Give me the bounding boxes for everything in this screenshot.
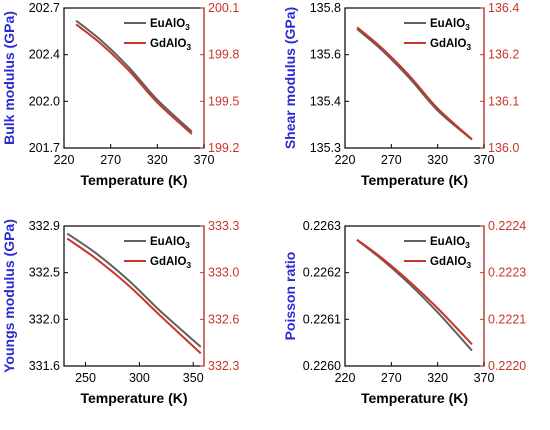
x-axis-label: Temperature (K) bbox=[80, 390, 187, 406]
y-tick-label-right: 136.0 bbox=[488, 141, 519, 155]
y-tick-label-left: 135.6 bbox=[310, 48, 341, 62]
x-tick-label: 320 bbox=[427, 371, 448, 385]
legend-label: EuAlO3 bbox=[430, 236, 470, 250]
y-axis-label: Poisson ratio bbox=[282, 252, 298, 341]
chart-panel-1: 220 270 320 370 201.7 202.0 202.4 202.7 199.2 199… bbox=[1, 1, 239, 188]
y-tick-label-left: 135.8 bbox=[310, 1, 341, 15]
y-tick-label-right: 136.1 bbox=[488, 94, 519, 108]
x-tick-label: 220 bbox=[335, 371, 356, 385]
y-tick-label-left: 201.7 bbox=[29, 141, 60, 155]
y-tick-label-left: 332.9 bbox=[29, 219, 60, 233]
x-tick-label: 250 bbox=[75, 371, 96, 385]
series-line-eualo3 bbox=[356, 28, 473, 141]
x-tick-label: 350 bbox=[183, 371, 204, 385]
x-tick-label: 370 bbox=[194, 153, 215, 167]
y-tick-label-left: 202.7 bbox=[29, 1, 60, 15]
y-tick-label-left: 331.6 bbox=[29, 359, 60, 373]
legend-label: GdAlO3 bbox=[430, 38, 471, 52]
chart-panel-4: 220 270 320 370 0.2260 0.2261 0.2262 0.2263 0.22… bbox=[282, 219, 526, 406]
x-tick-label: 270 bbox=[100, 153, 121, 167]
y-tick-label-left: 0.2263 bbox=[303, 219, 341, 233]
y-tick-label-left: 0.2262 bbox=[303, 266, 341, 280]
y-tick-label-right: 333.3 bbox=[208, 219, 239, 233]
y-axis-label: Bulk modulus (GPa) bbox=[1, 11, 17, 145]
x-tick-label: 300 bbox=[129, 371, 150, 385]
chart-panel-2: 220 270 320 370 135.3 135.4 135.6 135.8 136.0 136… bbox=[282, 1, 519, 188]
series-line-eualo3 bbox=[66, 232, 202, 348]
series-line-gdalo3 bbox=[356, 26, 473, 140]
chart-panel-3: 250 300 350 331.6 332.0 332.5 332.9 332.3 332.6 3… bbox=[1, 219, 239, 406]
y-tick-label-left: 332.5 bbox=[29, 266, 60, 280]
y-tick-label-right: 199.2 bbox=[208, 141, 239, 155]
y-tick-label-left: 202.0 bbox=[29, 94, 60, 108]
y-tick-label-right: 332.3 bbox=[208, 359, 239, 373]
legend-label: GdAlO3 bbox=[150, 256, 191, 270]
y-tick-label-right: 136.2 bbox=[488, 48, 519, 62]
legend-label: GdAlO3 bbox=[150, 38, 191, 52]
y-tick-label-right: 0.2220 bbox=[488, 359, 526, 373]
y-tick-label-left: 0.2261 bbox=[303, 312, 341, 326]
legend-label: EuAlO3 bbox=[150, 18, 190, 32]
x-tick-label: 270 bbox=[381, 371, 402, 385]
x-tick-label: 370 bbox=[474, 371, 495, 385]
y-tick-label-right: 0.2221 bbox=[488, 312, 526, 326]
y-tick-label-left: 135.3 bbox=[310, 141, 341, 155]
y-axis-label: Youngs modulus (GPa) bbox=[1, 219, 17, 373]
x-tick-label: 270 bbox=[381, 153, 402, 167]
x-tick-label: 320 bbox=[427, 153, 448, 167]
y-tick-label-right: 199.8 bbox=[208, 48, 239, 62]
y-axis-label: Shear modulus (GPa) bbox=[282, 7, 298, 149]
x-axis-label: Temperature (K) bbox=[361, 390, 468, 406]
series-line-eualo3 bbox=[75, 19, 193, 133]
series-line-gdalo3 bbox=[356, 238, 473, 345]
y-tick-label-right: 0.2223 bbox=[488, 266, 526, 280]
series-line-gdalo3 bbox=[75, 23, 193, 135]
y-tick-label-left: 135.4 bbox=[310, 94, 341, 108]
x-tick-label: 370 bbox=[474, 153, 495, 167]
x-tick-label: 320 bbox=[147, 153, 168, 167]
series-line-gdalo3 bbox=[66, 237, 202, 355]
y-tick-label-right: 200.1 bbox=[208, 1, 239, 15]
legend-label: GdAlO3 bbox=[430, 256, 471, 270]
y-tick-label-left: 0.2260 bbox=[303, 359, 341, 373]
y-tick-label-left: 202.4 bbox=[29, 48, 60, 62]
y-tick-label-right: 332.6 bbox=[208, 312, 239, 326]
y-tick-label-right: 199.5 bbox=[208, 94, 239, 108]
y-tick-label-right: 0.2224 bbox=[488, 219, 526, 233]
x-tick-label: 220 bbox=[335, 153, 356, 167]
x-axis-label: Temperature (K) bbox=[80, 172, 187, 188]
y-tick-label-right: 136.4 bbox=[488, 1, 519, 15]
legend-label: EuAlO3 bbox=[150, 236, 190, 250]
y-tick-label-left: 332.0 bbox=[29, 312, 60, 326]
x-axis-label: Temperature (K) bbox=[361, 172, 468, 188]
legend-label: EuAlO3 bbox=[430, 18, 470, 32]
x-tick-label: 220 bbox=[54, 153, 75, 167]
y-tick-label-right: 333.0 bbox=[208, 266, 239, 280]
